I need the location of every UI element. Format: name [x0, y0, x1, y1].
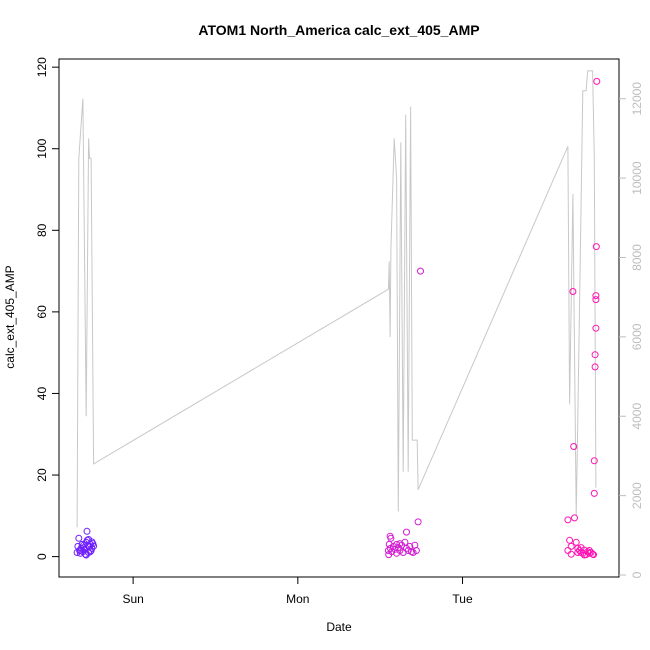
y-tick-label: 120	[35, 57, 49, 77]
data-point	[393, 549, 401, 557]
data-point	[580, 551, 588, 559]
chart-title: ATOM1 North_America calc_ext_405_AMP	[198, 22, 479, 38]
data-point	[403, 528, 410, 536]
data-point	[412, 547, 420, 554]
data-point	[592, 324, 600, 332]
data-point	[577, 544, 585, 552]
data-point	[574, 549, 582, 556]
data-point	[569, 288, 577, 295]
data-point	[86, 548, 94, 556]
data-point	[564, 547, 572, 554]
axes: Sun Mon Tue 0 20 40 60 80 100 120 0 2000 4000 6000 800…	[35, 57, 644, 606]
y-axis-label: calc_ext_405_AMP	[3, 265, 17, 368]
x-axis-label: Date	[326, 620, 352, 634]
y-tick-label: 100	[35, 138, 49, 158]
x-tick-label: Sun	[122, 592, 143, 606]
data-point	[90, 542, 98, 550]
x-tick-label: Tue	[452, 592, 473, 606]
line-series	[76, 70, 597, 528]
data-point	[564, 516, 572, 524]
data-point	[571, 514, 578, 522]
data-point	[75, 534, 83, 542]
data-point	[417, 267, 424, 275]
data-point	[88, 538, 96, 546]
y-tick-label: 40	[35, 387, 49, 401]
y-tick-label: 20	[35, 468, 49, 482]
data-point	[567, 542, 575, 550]
data-point	[591, 351, 599, 359]
data-point	[80, 541, 88, 549]
y-tick-label: 80	[35, 223, 49, 237]
scatter-points	[73, 77, 601, 559]
data-point	[592, 243, 600, 251]
plot-frame	[58, 58, 620, 578]
data-point	[396, 540, 404, 548]
data-point	[590, 551, 597, 559]
x-tick-label: Mon	[286, 592, 309, 606]
data-point	[570, 443, 578, 450]
data-point	[590, 457, 598, 465]
data-point	[590, 489, 598, 497]
y2-tick-label: 2000	[630, 482, 644, 509]
data-point	[592, 296, 600, 304]
data-point	[585, 547, 593, 554]
y2-tick-label: 0	[630, 571, 644, 578]
data-point	[572, 538, 580, 546]
data-point	[83, 527, 91, 535]
data-point	[391, 545, 399, 553]
y2-tick-label: 4000	[630, 403, 644, 430]
data-point	[385, 540, 393, 548]
data-point	[387, 534, 395, 542]
data-point	[414, 518, 422, 526]
y2-tick-label: 10000	[630, 161, 644, 195]
y2-tick-label: 12000	[630, 82, 644, 116]
y-tick-label: 0	[35, 553, 49, 560]
data-point	[591, 363, 599, 371]
data-point	[567, 550, 575, 558]
y-tick-label: 60	[35, 305, 49, 319]
y2-tick-label: 6000	[630, 323, 644, 350]
y2-tick-label: 8000	[630, 244, 644, 271]
data-point	[593, 77, 601, 85]
data-point	[592, 292, 600, 300]
data-point	[566, 536, 574, 544]
data-point	[76, 546, 84, 554]
series-line	[76, 70, 597, 528]
